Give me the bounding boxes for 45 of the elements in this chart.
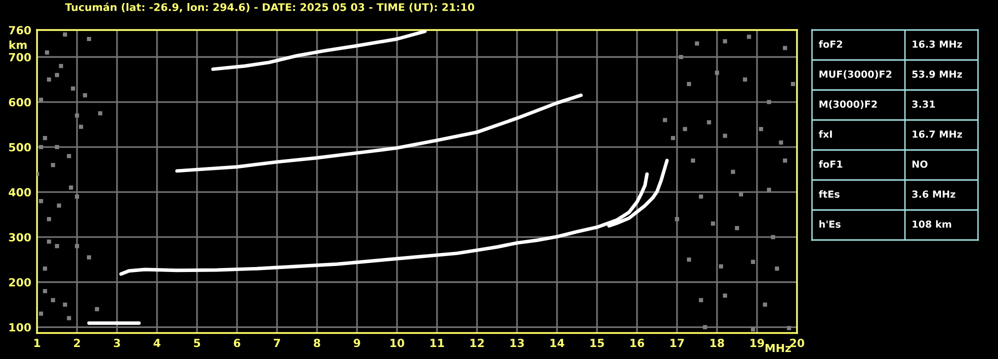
text: foF1 — [818, 160, 842, 168]
chart-title: Tucumán (lat: -26.9, lon: 294.6) - DATE: 2025 05 03 - TIME (UT): 21:10 — [65, 2, 474, 12]
x-tick-label: 20 — [790, 338, 804, 348]
x-tick-label: 13 — [510, 338, 524, 348]
y-tick-label: 700 — [8, 52, 31, 62]
y-tick-label: 500 — [9, 143, 31, 152]
y-tick-label: 300 — [8, 233, 31, 242]
x-tick-label: 6 — [234, 338, 240, 348]
text: MUF(3000)F2 — [820, 70, 892, 79]
x-axis-title: MHz — [766, 344, 791, 352]
x-tick-label: 8 — [314, 338, 320, 348]
x-tick-label: 17 — [670, 338, 684, 347]
text: NO — [912, 160, 928, 168]
x-tick-label: 12 — [470, 338, 484, 347]
text: ftEs — [818, 190, 840, 198]
text: 108 km — [912, 220, 952, 228]
text: M(3000)F2 — [820, 100, 877, 109]
y-tick-label: 400 — [8, 188, 31, 196]
text: 53.9 MHz — [912, 70, 962, 78]
text: foF2 — [818, 40, 842, 48]
x-tick-label: 3 — [114, 338, 120, 348]
x-tick-label: 14 — [550, 338, 564, 347]
x-tick-label: 7 — [274, 338, 280, 347]
x-tick-label: 5 — [194, 338, 200, 348]
x-tick-label: 19 — [750, 338, 764, 348]
y-tick-label: 760 — [8, 26, 31, 34]
text: h'Es — [819, 220, 841, 228]
y-tick-label: 100 — [10, 323, 31, 332]
x-tick-label: 15 — [590, 338, 604, 348]
x-tick-label: 18 — [710, 338, 724, 348]
text: fxI — [818, 130, 832, 138]
x-tick-label: 10 — [390, 338, 404, 348]
text: 16.3 MHz — [912, 40, 962, 48]
text: 16.7 MHz — [912, 130, 962, 138]
text: 3.31 — [912, 100, 935, 108]
text: 3.6 MHz — [912, 190, 956, 198]
x-tick-label: 4 — [154, 338, 160, 347]
x-tick-label: 9 — [354, 338, 360, 348]
y-tick-label: 200 — [9, 278, 31, 287]
x-tick-label: 1 — [34, 338, 40, 347]
x-tick-label: 2 — [74, 338, 80, 347]
y-tick-label: 600 — [8, 98, 31, 106]
y-axis-title: km — [9, 40, 27, 49]
x-tick-label: 16 — [630, 338, 644, 348]
x-tick-label: 11 — [430, 338, 444, 347]
